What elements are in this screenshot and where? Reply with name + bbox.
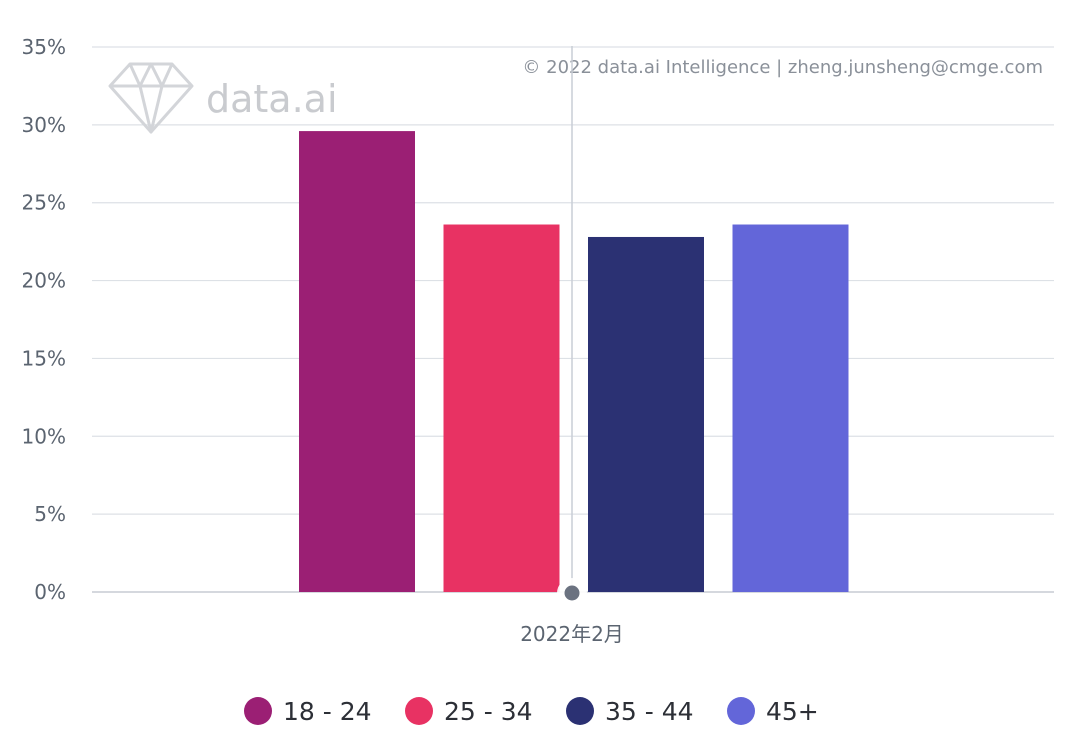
legend-item[interactable]: 25 - 34 [405,697,533,726]
legend-label: 25 - 34 [444,697,533,726]
bar[interactable] [299,131,415,593]
y-tick-label: 0% [34,580,66,604]
legend: 18 - 24 25 - 34 35 - 44 45+ [244,697,819,726]
legend-item[interactable]: 35 - 44 [566,697,694,726]
y-tick-label: 25% [22,191,66,215]
bar[interactable] [732,224,849,592]
watermark-logo-text: data.ai [206,77,338,121]
bars [299,131,849,593]
y-tick-label: 20% [22,269,66,293]
grid-lines [92,46,1054,593]
y-tick-label: 5% [34,502,66,526]
legend-label: 18 - 24 [283,697,372,726]
hover-marker-dot [564,585,580,601]
x-axis-categories: 2022年2月 [520,622,624,646]
legend-swatch [727,697,755,725]
legend-item[interactable]: 45+ [727,697,819,726]
legend-label: 35 - 44 [605,697,694,726]
y-axis-ticks: 0% 5% 10% 15% 20% 25% 30% 35% [22,35,66,604]
y-tick-label: 35% [22,35,66,59]
legend-swatch [405,697,433,725]
bar[interactable] [588,236,704,592]
y-tick-label: 10% [22,424,66,448]
y-tick-label: 30% [22,113,66,137]
hover-marker [557,578,587,608]
legend-swatch [244,697,272,725]
watermark: data.ai © 2022 data.ai Intelligence | zh… [108,57,1043,134]
legend-item[interactable]: 18 - 24 [244,697,372,726]
x-category-label: 2022年2月 [520,622,624,646]
diamond-logo-icon [108,62,194,134]
bar[interactable] [443,224,560,592]
y-tick-label: 15% [22,346,66,370]
legend-label: 45+ [766,697,819,726]
legend-swatch [566,697,594,725]
copyright-text: © 2022 data.ai Intelligence | zheng.juns… [522,57,1043,78]
